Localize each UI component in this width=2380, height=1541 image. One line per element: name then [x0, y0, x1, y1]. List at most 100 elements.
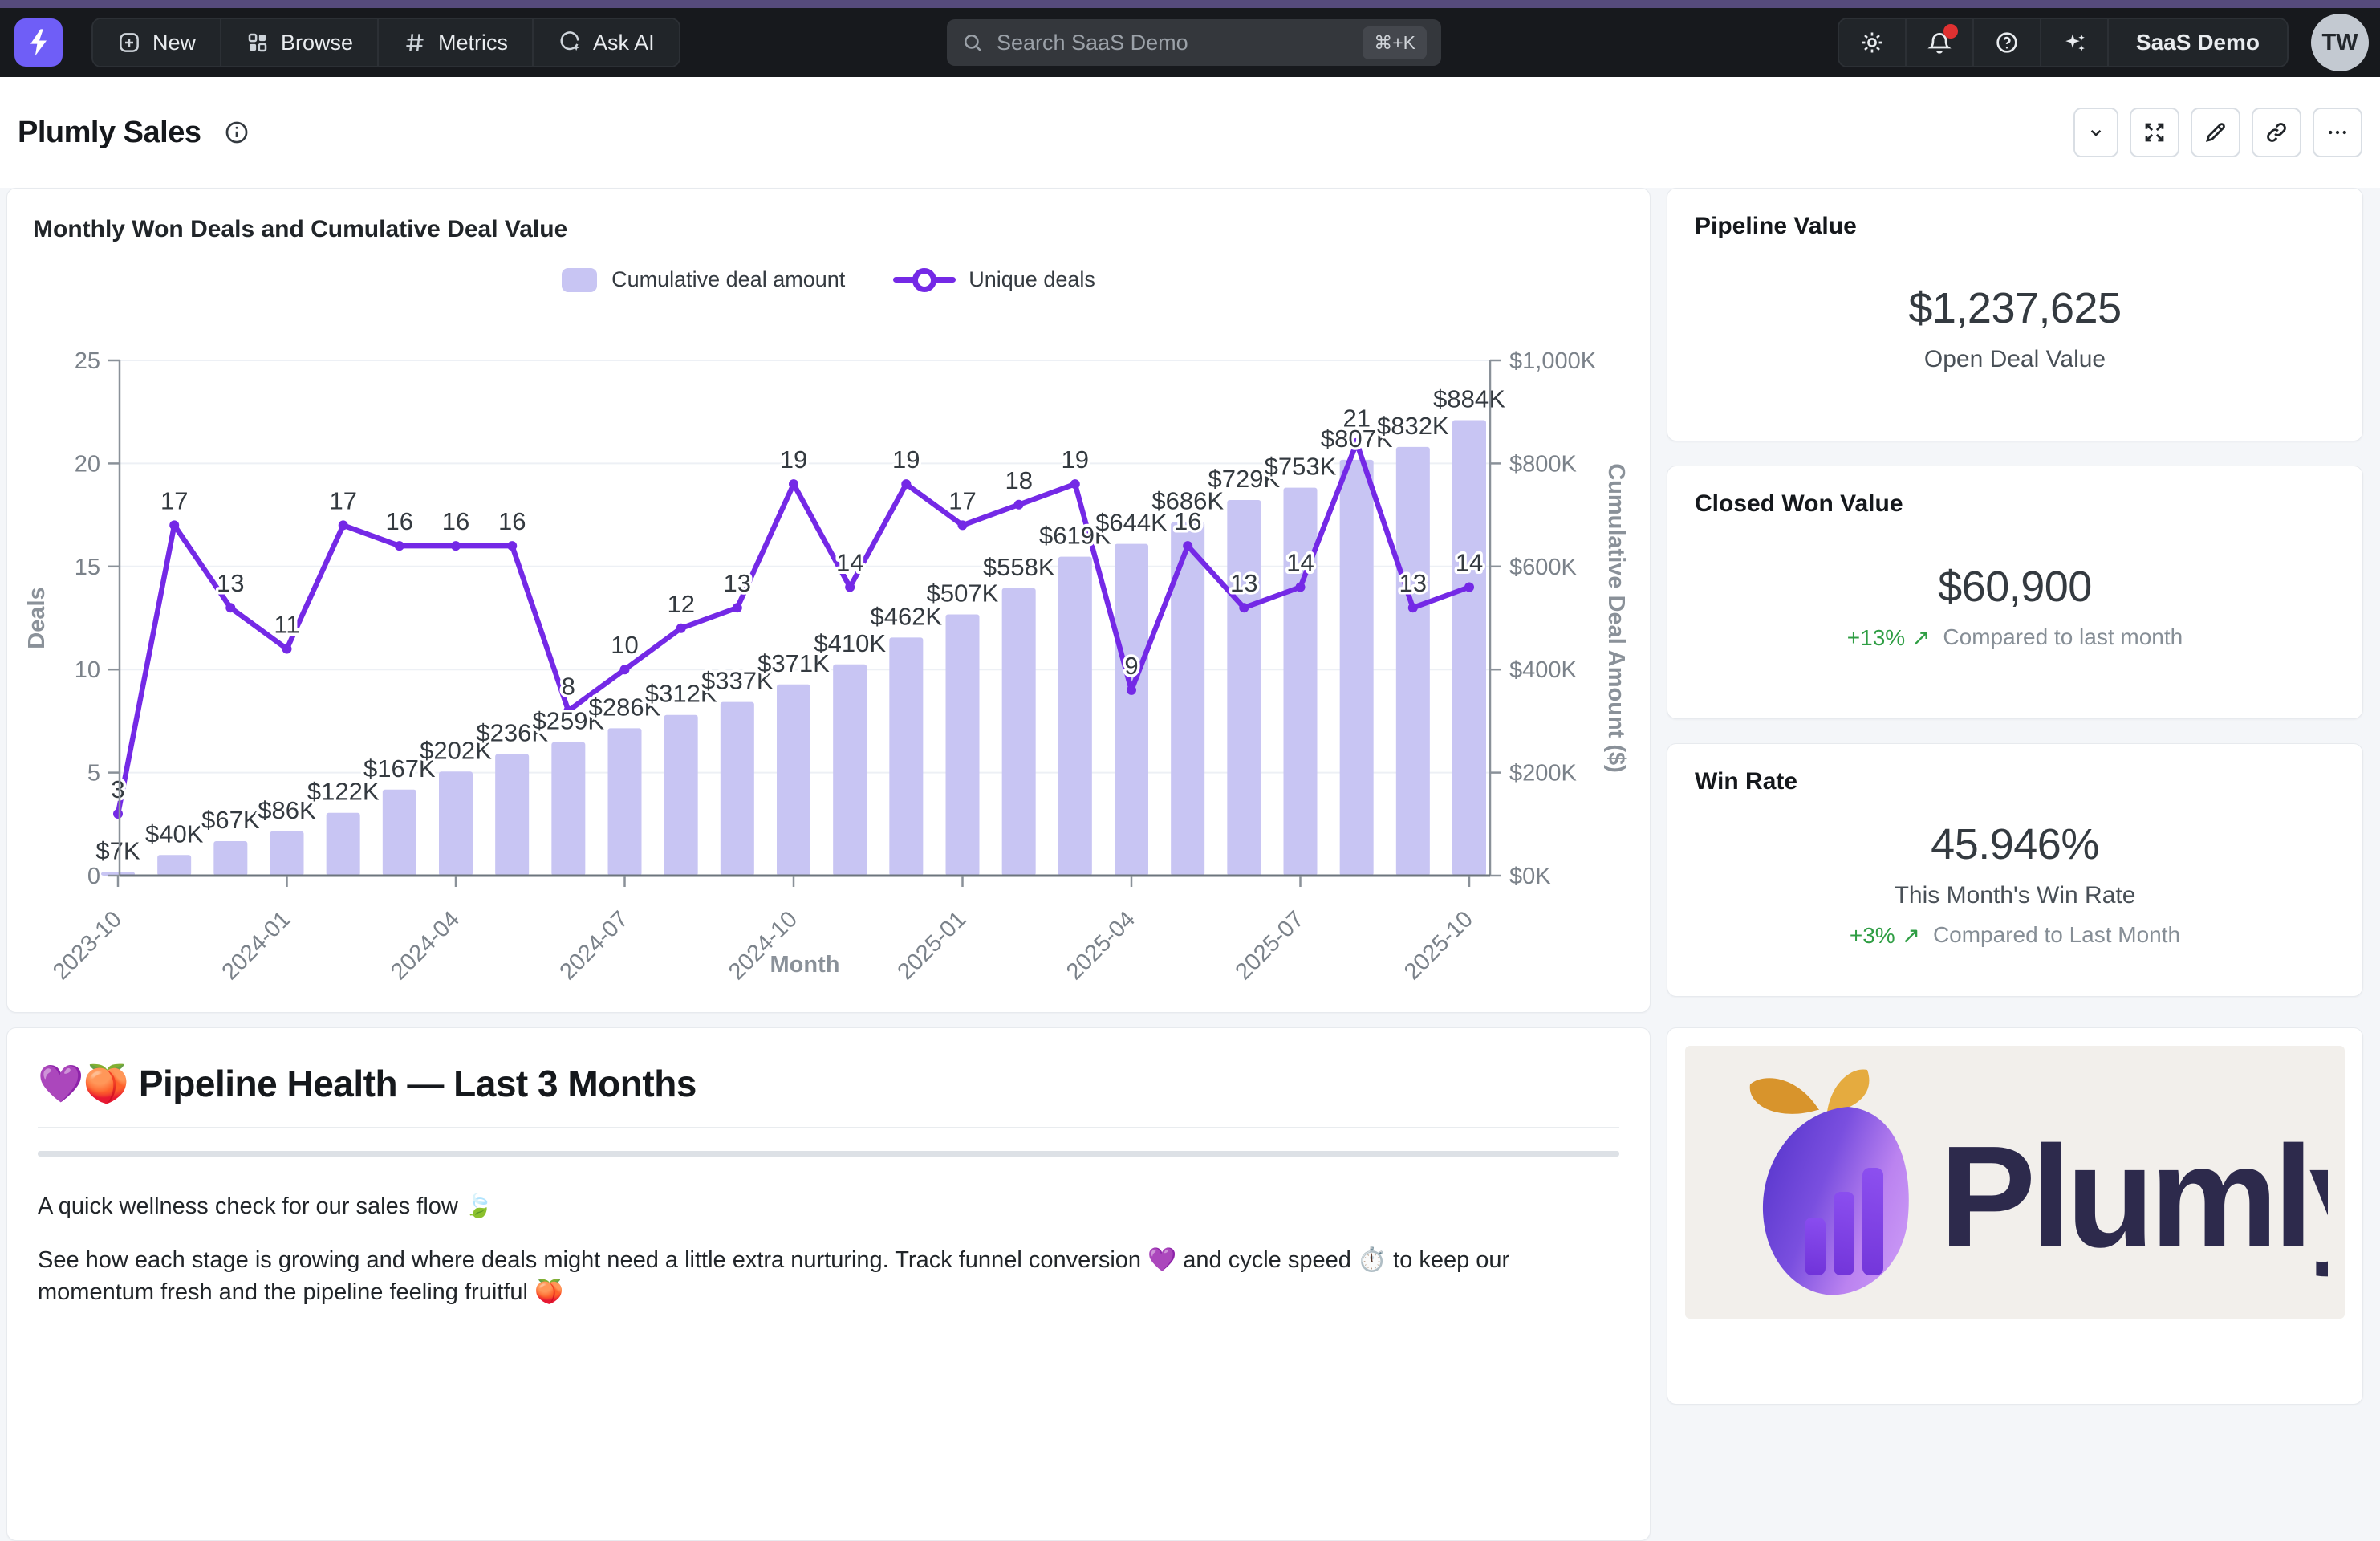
grid-icon: [248, 33, 267, 52]
dashboard-header: Plumly Sales: [0, 77, 2380, 234]
ask-ai-button[interactable]: Ask AI: [534, 19, 679, 66]
kpi-card-closed-won-value: Closed Won Value $60,900 +13% ↗ Compared…: [1667, 466, 2363, 719]
dashboard-info-icon[interactable]: [223, 119, 250, 146]
svg-text:2024-01: 2024-01: [217, 906, 296, 985]
sparkles-icon: [2065, 34, 2085, 51]
svg-text:0: 0: [87, 864, 100, 889]
svg-text:16: 16: [386, 507, 413, 535]
nav-label-metrics: Metrics: [438, 30, 509, 55]
svg-text:$884K: $884K: [1433, 385, 1505, 413]
svg-text:19: 19: [1062, 445, 1089, 474]
window-top-strip: [0, 0, 2380, 8]
kpi-delta: +3% ↗: [1849, 922, 1920, 948]
legend-line-item[interactable]: Unique deals: [893, 267, 1095, 292]
svg-text:$236K: $236K: [476, 719, 548, 747]
svg-text:2024-04: 2024-04: [386, 906, 465, 985]
svg-text:$800K: $800K: [1509, 451, 1578, 477]
lightning-bolt-icon: [30, 29, 47, 56]
search-shortcut-badge: ⌘+K: [1363, 26, 1427, 59]
legend-bar-label[interactable]: Cumulative deal amount: [611, 267, 846, 291]
svg-text:Deals: Deals: [24, 587, 50, 649]
svg-text:13: 13: [1230, 569, 1257, 597]
more-options-button[interactable]: [2313, 108, 2362, 157]
kpi-value: $1,237,625: [1908, 284, 2122, 332]
svg-text:$122K: $122K: [307, 778, 380, 806]
ask-ai-icon: [560, 31, 580, 51]
svg-text:11: 11: [274, 611, 299, 639]
kpi-comparison: +13% ↗ Compared to last month: [1847, 624, 2183, 651]
help-button[interactable]: [1973, 19, 2041, 66]
kpi-title: Closed Won Value: [1695, 490, 1903, 517]
notification-dot: [1943, 24, 1958, 39]
svg-text:$400K: $400K: [1509, 657, 1578, 683]
svg-text:$0K: $0K: [1509, 864, 1551, 889]
svg-text:10: 10: [611, 631, 638, 659]
svg-text:$507K: $507K: [927, 579, 999, 608]
metrics-button[interactable]: Metrics: [379, 19, 534, 66]
fullscreen-button[interactable]: [2130, 108, 2179, 157]
nav-label-new: New: [152, 30, 197, 55]
combo-chart[interactable]: 3 17 13 11 17 16 16 16 8 10 12 13 19 14 19 17 18 19 9 16 13 1…: [7, 261, 1651, 1003]
svg-text:19: 19: [892, 445, 920, 474]
help-circle-icon: [1996, 32, 2017, 53]
browse-button[interactable]: Browse: [221, 19, 380, 66]
dashboard-grid: Monthly Won Deals and Cumulative Deal Va…: [0, 188, 2380, 1541]
svg-text:10: 10: [75, 657, 100, 683]
svg-text:$167K: $167K: [363, 754, 436, 783]
ai-sparkles-button[interactable]: [2041, 19, 2109, 66]
svg-text:2025-07: 2025-07: [1231, 906, 1310, 985]
svg-text:$86K: $86K: [258, 796, 316, 824]
svg-text:$40K: $40K: [145, 819, 204, 848]
app-logo[interactable]: [14, 18, 63, 67]
svg-text:17: 17: [329, 486, 356, 514]
svg-text:$644K: $644K: [1095, 509, 1168, 537]
svg-text:2025-10: 2025-10: [1399, 906, 1478, 985]
edit-button[interactable]: [2191, 108, 2240, 157]
chart-legend: Cumulative deal amount Unique deals: [7, 267, 1650, 292]
svg-text:$202K: $202K: [420, 736, 492, 764]
svg-text:13: 13: [724, 569, 751, 597]
svg-text:17: 17: [948, 486, 976, 514]
leaf-right: [1827, 1069, 1870, 1113]
svg-text:14: 14: [1286, 549, 1314, 577]
svg-text:$1,000K: $1,000K: [1509, 348, 1597, 374]
svg-text:8: 8: [562, 673, 575, 701]
settings-button[interactable]: [1838, 19, 1907, 66]
svg-text:Month: Month: [770, 952, 840, 978]
svg-text:13: 13: [217, 569, 244, 597]
kpi-subtitle: Open Deal Value: [1923, 346, 2106, 372]
kpi-comparison-text: Compared to Last Month: [1932, 922, 2181, 947]
svg-text:$312K: $312K: [645, 680, 717, 708]
svg-text:5: 5: [87, 761, 100, 787]
markdown-paragraph-2: See how each stage is growing and where …: [38, 1246, 1510, 1306]
svg-text:$337K: $337K: [701, 667, 774, 695]
user-avatar[interactable]: TW: [2311, 14, 2369, 71]
new-button[interactable]: New: [93, 19, 222, 66]
svg-text:18: 18: [1005, 466, 1032, 494]
svg-text:14: 14: [836, 549, 863, 577]
svg-text:$686K: $686K: [1151, 487, 1224, 515]
refresh-split-button: [0, 108, 2118, 234]
notifications-button[interactable]: [1906, 19, 1974, 66]
svg-text:13: 13: [1399, 569, 1427, 597]
search-placeholder: Search SaaS Demo: [997, 30, 1188, 55]
chart-title: Monthly Won Deals and Cumulative Deal Va…: [33, 216, 568, 242]
svg-text:3: 3: [111, 775, 124, 803]
kpi-title: Pipeline Value: [1695, 213, 1857, 239]
legend-line-swatch: [893, 267, 956, 292]
search-icon: [964, 34, 981, 51]
kpi-title: Win Rate: [1695, 768, 1798, 795]
svg-text:14: 14: [1456, 549, 1483, 577]
svg-text:$410K: $410K: [814, 629, 886, 657]
brand-image-tile: Plumly: [1667, 1027, 2363, 1405]
legend-bar-swatch[interactable]: [562, 267, 598, 292]
nav-label-browse: Browse: [281, 30, 354, 55]
brand-image: Plumly: [1685, 1046, 2345, 1319]
share-link-button[interactable]: [2252, 108, 2301, 157]
global-search-input[interactable]: Search SaaS Demo ⌘+K: [947, 19, 1441, 66]
refresh-options-button[interactable]: [2075, 109, 2117, 156]
svg-text:12: 12: [667, 590, 694, 618]
markdown-paragraph-1: A quick wellness check for our sales flo…: [38, 1193, 494, 1219]
kpi-comparison: +3% ↗ Compared to Last Month: [1850, 922, 2180, 949]
org-switcher-button[interactable]: SaaS Demo: [2108, 19, 2287, 66]
